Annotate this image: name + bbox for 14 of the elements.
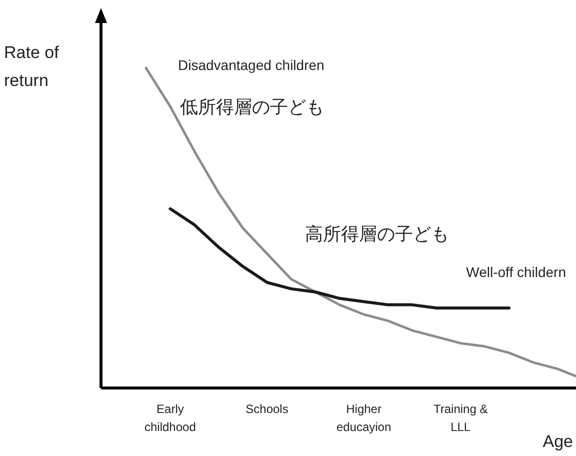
series-name: Well-off childern [466, 264, 566, 280]
xtick: Schools [246, 402, 288, 416]
xtick: educayion [336, 420, 392, 434]
xtick: childhood [144, 420, 196, 434]
annotation: 高所得層の子ども [305, 224, 449, 244]
xtick: Training & [433, 402, 488, 416]
ylabel: Rate of [4, 43, 59, 62]
ylabel: return [4, 71, 48, 90]
xtick: Higher [346, 402, 382, 416]
series-name: Disadvantaged children [178, 57, 324, 73]
xtick: Early [156, 402, 184, 416]
xlabel: Age [542, 432, 573, 451]
annotation: 低所得層の子ども [180, 97, 324, 117]
xtick: LLL [450, 420, 471, 434]
